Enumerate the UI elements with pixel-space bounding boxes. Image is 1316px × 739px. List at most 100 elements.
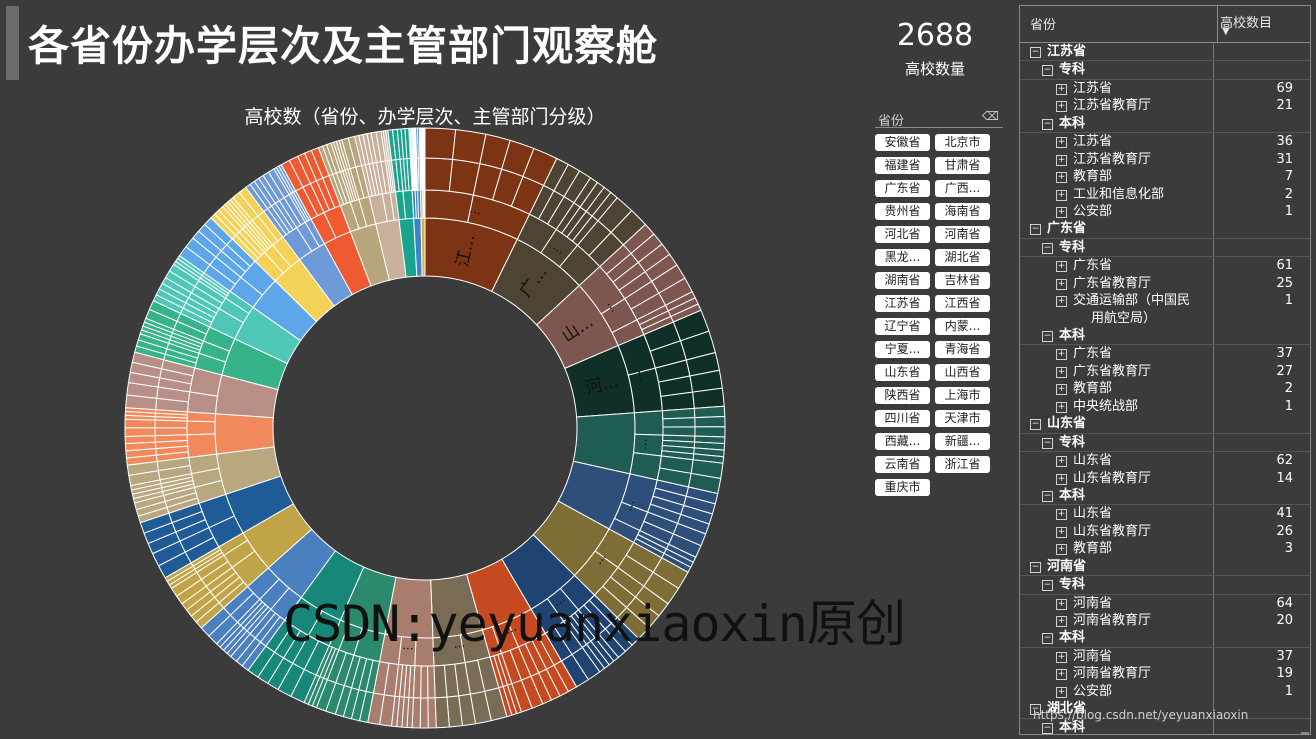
plus-box-icon[interactable]: + <box>1056 206 1067 218</box>
sunburst-chart[interactable]: 江......广......山......河..................… <box>121 126 741 738</box>
sunburst-segment-dept-outer[interactable] <box>693 405 726 419</box>
plus-box-icon[interactable]: + <box>1056 686 1067 698</box>
plus-box-icon[interactable]: + <box>1056 366 1067 378</box>
plus-box-icon[interactable]: + <box>1056 154 1067 166</box>
slicer-item[interactable]: 湖北省 <box>935 249 990 266</box>
minus-box-icon[interactable]: − <box>1042 331 1053 342</box>
slicer-item[interactable]: 湖南省 <box>875 272 930 289</box>
matrix-row[interactable]: − 专科 <box>1020 61 1310 80</box>
sunburst-segment-level[interactable] <box>423 189 426 219</box>
sunburst-segment-dept-outer[interactable] <box>419 697 429 729</box>
sunburst-segment-dept[interactable] <box>424 157 454 192</box>
minus-box-icon[interactable]: − <box>1030 224 1041 236</box>
plus-box-icon[interactable]: + <box>1056 669 1067 681</box>
slicer-item[interactable]: 新疆... <box>935 433 990 450</box>
matrix-row[interactable]: + 交通运输部（中国民 1 <box>1020 292 1310 309</box>
slicer-item[interactable]: 辽宁省 <box>875 318 930 335</box>
sunburst-segment-dept-outer[interactable] <box>424 127 457 160</box>
plus-box-icon[interactable]: + <box>1056 101 1067 113</box>
sunburst-segment-province[interactable] <box>420 217 426 277</box>
eraser-icon[interactable]: ⌫ <box>982 109 999 123</box>
slicer-item[interactable]: 天津市 <box>935 410 990 427</box>
slicer-item[interactable]: 海南省 <box>935 203 990 220</box>
slicer-item[interactable]: 重庆市 <box>875 479 930 496</box>
slicer-item[interactable]: 贵州省 <box>875 203 930 220</box>
slicer-item[interactable]: 吉林省 <box>935 272 990 289</box>
plus-box-icon[interactable]: + <box>1056 598 1067 610</box>
matrix-row[interactable]: + 江苏省 69 <box>1020 80 1310 97</box>
sunburst-segment-dept[interactable] <box>661 407 696 420</box>
plus-box-icon[interactable]: + <box>1056 526 1067 538</box>
plus-box-icon[interactable]: + <box>1056 473 1067 485</box>
matrix-row[interactable]: + 河南省教育厅 19 <box>1020 665 1310 682</box>
matrix-row[interactable]: + 江苏省 36 <box>1020 133 1310 150</box>
matrix-row[interactable]: + 公安部 1 <box>1020 683 1310 700</box>
matrix-row[interactable]: 用航空局） <box>1020 310 1310 327</box>
matrix-row[interactable]: + 山东省 41 <box>1020 505 1310 522</box>
minus-box-icon[interactable]: − <box>1030 704 1041 716</box>
slicer-item[interactable]: 云南省 <box>875 456 930 473</box>
plus-box-icon[interactable]: + <box>1056 172 1067 184</box>
slicer-item[interactable]: 河南省 <box>935 226 990 243</box>
sunburst-segment-dept[interactable] <box>662 417 696 428</box>
plus-box-icon[interactable]: + <box>1056 651 1067 663</box>
vertical-scrollbar[interactable] <box>1299 42 1309 734</box>
matrix-row[interactable]: + 山东省 62 <box>1020 452 1310 469</box>
plus-box-icon[interactable]: + <box>1056 261 1067 273</box>
matrix-row[interactable]: − 专科 <box>1020 434 1310 453</box>
minus-box-icon[interactable]: − <box>1042 633 1053 645</box>
sunburst-segment-dept[interactable] <box>154 427 188 437</box>
matrix-row[interactable]: − 广东省 <box>1020 220 1310 239</box>
matrix-row[interactable]: + 教育部 7 <box>1020 168 1310 185</box>
minus-box-icon[interactable]: − <box>1030 47 1041 58</box>
sunburst-segment-dept[interactable] <box>662 426 696 437</box>
sunburst-segment-level[interactable] <box>424 189 474 223</box>
minus-box-icon[interactable]: − <box>1030 419 1041 431</box>
slicer-item[interactable]: 河北省 <box>875 226 930 243</box>
matrix-row[interactable]: + 广东省 61 <box>1020 257 1310 274</box>
slicer-item[interactable]: 浙江省 <box>935 456 990 473</box>
plus-box-icon[interactable]: + <box>1056 384 1067 396</box>
matrix-row[interactable]: − 湖北省 <box>1020 700 1310 719</box>
plus-box-icon[interactable]: + <box>1056 278 1067 290</box>
plus-box-icon[interactable]: + <box>1056 616 1067 627</box>
matrix-row[interactable]: + 河南省 37 <box>1020 648 1310 665</box>
sunburst-segment-dept-outer[interactable] <box>694 415 726 428</box>
matrix-row[interactable]: − 本科 <box>1020 327 1310 346</box>
slicer-item[interactable]: 上海市 <box>935 387 990 404</box>
slicer-item[interactable]: 广西... <box>935 180 990 197</box>
column-header-count[interactable]: 高校数目 ▼ <box>1217 6 1291 42</box>
sunburst-segment-level[interactable] <box>186 433 218 459</box>
matrix-row[interactable]: + 河南省 64 <box>1020 595 1310 612</box>
matrix-row[interactable]: + 广东省教育厅 27 <box>1020 363 1310 380</box>
slicer-item[interactable]: 宁夏... <box>875 341 930 358</box>
slicer-item[interactable]: 黑龙... <box>875 249 930 266</box>
sunburst-segment-dept[interactable] <box>427 665 436 699</box>
minus-box-icon[interactable]: − <box>1042 580 1053 592</box>
slicer-item[interactable]: 内蒙... <box>935 318 990 335</box>
plus-box-icon[interactable]: + <box>1056 349 1067 361</box>
slicer-item[interactable]: 四川省 <box>875 410 930 427</box>
slicer-item[interactable]: 北京市 <box>935 134 990 151</box>
matrix-row[interactable]: + 工业和信息化部 2 <box>1020 186 1310 203</box>
slicer-item[interactable]: 山西省 <box>935 364 990 381</box>
matrix-row[interactable]: + 河南省教育厅 20 <box>1020 612 1310 629</box>
minus-box-icon[interactable]: − <box>1042 437 1053 449</box>
minus-box-icon[interactable]: − <box>1042 722 1053 734</box>
plus-box-icon[interactable]: + <box>1056 401 1067 413</box>
scrollbar-thumb[interactable] <box>1301 732 1309 734</box>
slicer-item[interactable]: 安徽省 <box>875 134 930 151</box>
plus-box-icon[interactable]: + <box>1056 456 1067 468</box>
sunburst-segment-province[interactable] <box>214 413 275 455</box>
matrix-row[interactable]: − 专科 <box>1020 576 1310 595</box>
matrix-row[interactable]: − 江苏省 <box>1020 43 1310 62</box>
slicer-item[interactable]: 西藏... <box>875 433 930 450</box>
minus-box-icon[interactable]: − <box>1042 490 1053 502</box>
matrix-row[interactable]: − 本科 <box>1020 719 1310 734</box>
sunburst-segment-dept-outer[interactable] <box>694 426 726 438</box>
sunburst-segment-dept[interactable] <box>420 665 429 699</box>
matrix-row[interactable]: − 山东省 <box>1020 415 1310 434</box>
sunburst-segment-dept-outer[interactable] <box>427 697 437 729</box>
plus-box-icon[interactable]: + <box>1056 83 1067 95</box>
sort-desc-icon[interactable]: ▼ <box>1222 26 1230 37</box>
